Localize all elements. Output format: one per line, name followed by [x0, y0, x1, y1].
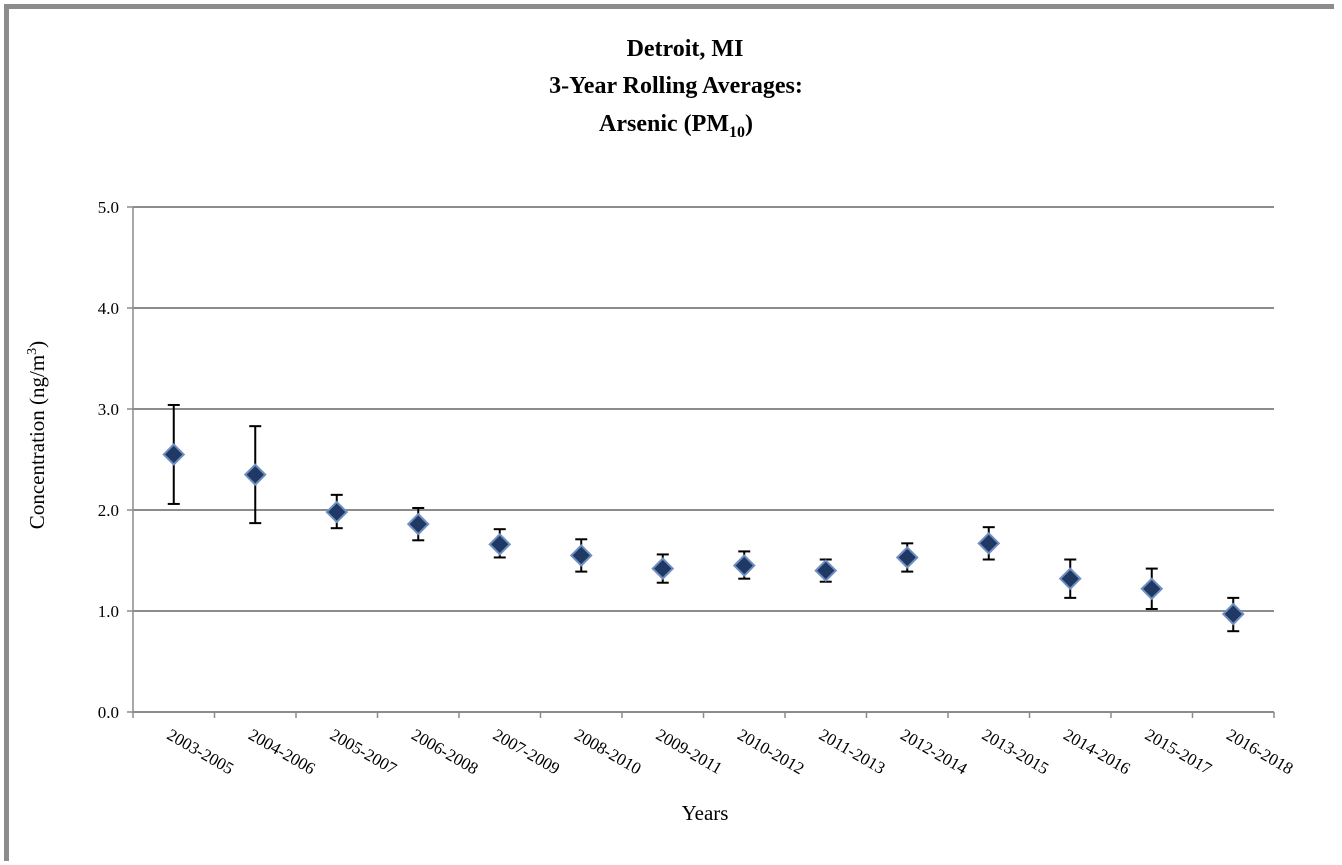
- x-tick-label: 2008-2010: [571, 725, 644, 778]
- data-point: [732, 554, 756, 577]
- chart-title-line-1: Detroit, MI: [627, 36, 744, 62]
- data-point: [406, 512, 430, 536]
- x-tick-label: 2012-2014: [897, 725, 971, 779]
- chart-title-line-3-main: Arsenic (PM: [599, 111, 729, 137]
- data-point: [1221, 602, 1245, 626]
- x-tick-labels: 2003-2005 2004-2006 2005-2007 2006-2008 2007…: [164, 725, 1297, 779]
- data-point: [162, 443, 186, 466]
- data-point: [569, 544, 593, 567]
- x-tick-label: 2009-2011: [653, 725, 726, 778]
- x-tick-label: 2011-2013: [816, 725, 889, 778]
- y-tick-labels: 0.0 1.0 2.0 3.0 4.0 5.0: [98, 198, 119, 722]
- y-tick-label: 4.0: [98, 299, 119, 318]
- data-point: [325, 500, 349, 524]
- x-tick-label: 2007-2009: [490, 725, 563, 778]
- chart-title-suffix: ): [745, 111, 753, 137]
- x-tick-label: 2010-2012: [734, 725, 807, 778]
- data-point: [1058, 567, 1082, 591]
- data-point: [243, 463, 267, 487]
- gridlines: [133, 206, 1274, 612]
- chart-frame: [4, 4, 1334, 861]
- data-points: [162, 443, 1245, 626]
- x-tick-label: 2013-2015: [979, 725, 1052, 778]
- y-tick-label: 3.0: [98, 400, 119, 419]
- y-axis-label-sup: 3: [25, 348, 40, 355]
- error-bars: [167, 403, 1240, 633]
- x-tick-label: 2003-2005: [164, 725, 237, 778]
- data-point: [651, 557, 675, 580]
- x-tick-label: 2004-2006: [245, 725, 318, 778]
- data-point: [488, 532, 512, 556]
- x-axis-label: Years: [682, 801, 729, 825]
- x-tick-label: 2006-2008: [408, 725, 481, 778]
- chart-title-line-3: Arsenic (PM10): [599, 111, 753, 141]
- y-axis-label-main: Concentration (ng/m: [25, 355, 49, 529]
- y-axis-label: Concentration (ng/m3): [25, 341, 49, 529]
- data-point: [814, 559, 838, 583]
- x-tick-label: 2015-2017: [1142, 725, 1216, 779]
- y-tick-label: 5.0: [98, 198, 119, 217]
- x-tick-label: 2005-2007: [327, 725, 401, 779]
- y-axis-label-end: ): [25, 341, 49, 348]
- data-point: [977, 531, 1001, 555]
- chart-title-line-2: 3-Year Rolling Averages:: [549, 73, 803, 99]
- y-tick-label: 2.0: [98, 501, 119, 520]
- chart-title-subscript: 10: [729, 124, 745, 141]
- y-tick-label: 0.0: [98, 703, 119, 722]
- data-point: [895, 546, 919, 569]
- x-tick-label: 2014-2016: [1060, 725, 1133, 778]
- y-tick-label: 1.0: [98, 602, 119, 621]
- x-tick-label: 2016-2018: [1223, 725, 1296, 778]
- axes: [127, 206, 1275, 718]
- data-point: [1140, 577, 1164, 601]
